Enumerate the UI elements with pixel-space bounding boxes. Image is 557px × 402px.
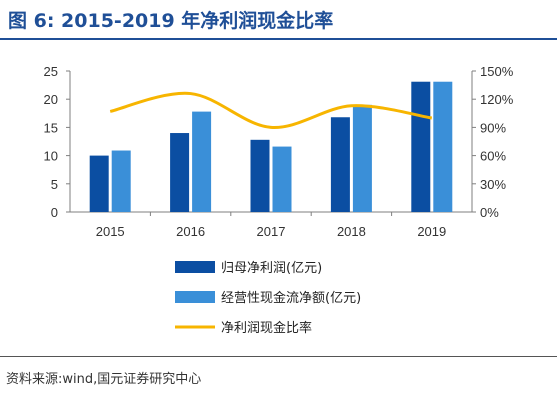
y-tick-label-right: 0%: [480, 205, 499, 220]
bar-operating-cf: [272, 146, 292, 212]
y-tick-label-right: 90%: [480, 120, 506, 135]
y-tick-label-left: 10: [44, 149, 58, 164]
y-tick-label-left: 0: [51, 205, 58, 220]
chart-axes: 0 5 10 15 20 25 0% 30% 60% 90% 120% 150% 2015 2016 201…: [44, 64, 514, 239]
y-tick-label-left: 25: [44, 64, 58, 79]
bar-net-profit: [89, 155, 109, 212]
legend-swatch: [175, 261, 215, 273]
bar-operating-cf: [111, 150, 131, 212]
legend-label: 净利润现金比率: [221, 320, 312, 336]
bar-net-profit: [170, 133, 190, 212]
bar-net-profit: [330, 117, 350, 212]
x-tick-label: 2019: [417, 224, 446, 239]
bar-operating-cf: [433, 81, 453, 212]
chart: 0 5 10 15 20 25 0% 30% 60% 90% 120% 150% 2015 2016 201…: [44, 64, 514, 336]
y-tick-label-left: 20: [44, 92, 58, 107]
bar-operating-cf: [192, 111, 212, 212]
x-tick-label: 2018: [337, 224, 366, 239]
bar-operating-cf: [352, 104, 372, 212]
x-tick-label: 2016: [176, 224, 205, 239]
x-tick-label: 2015: [96, 224, 125, 239]
y-tick-label-right: 60%: [480, 149, 506, 164]
legend-label: 经营性现金流净额(亿元): [221, 290, 361, 306]
legend-label: 归母净利润(亿元): [221, 261, 322, 276]
y-tick-label-right: 150%: [480, 64, 514, 79]
legend-swatch: [175, 291, 215, 303]
bar-net-profit: [411, 81, 431, 212]
title-divider: [0, 38, 557, 40]
y-tick-label-left: 5: [51, 177, 58, 192]
chart-legend: 归母净利润(亿元) 经营性现金流净额(亿元) 净利润现金比率: [175, 261, 361, 336]
chart-line: [109, 91, 433, 129]
bar-net-profit: [250, 139, 270, 212]
chart-bars: [89, 81, 453, 212]
y-tick-label-right: 30%: [480, 177, 506, 192]
y-tick-label-right: 120%: [480, 92, 514, 107]
source-note: 资料来源:wind,国元证券研究中心: [6, 372, 202, 387]
footer-divider: [0, 356, 557, 357]
y-tick-label-left: 15: [44, 120, 58, 135]
ratio-line: [109, 91, 433, 129]
figure-title: 图 6: 2015-2019 年净利润现金比率: [8, 10, 334, 32]
x-tick-label: 2017: [257, 224, 286, 239]
